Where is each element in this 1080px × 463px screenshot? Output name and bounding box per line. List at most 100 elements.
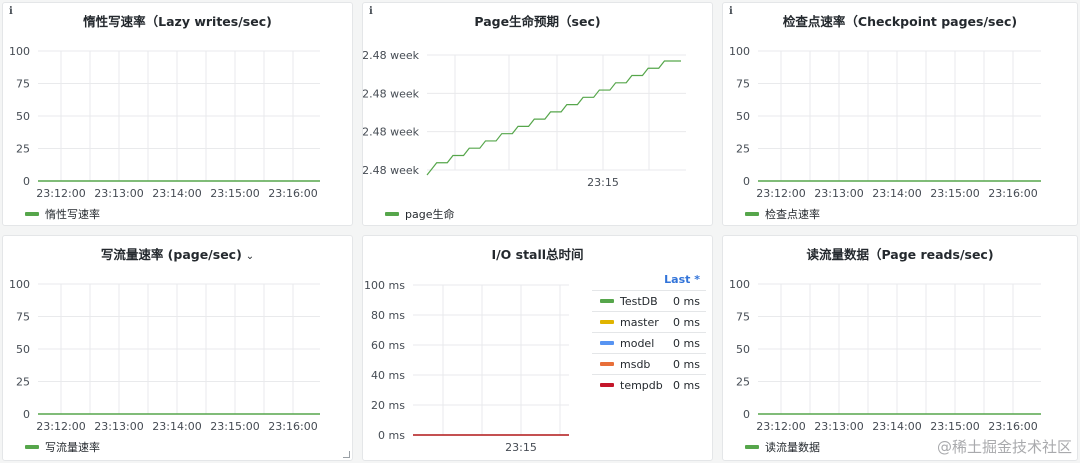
x-tick-label: 23:16:00 (268, 187, 317, 200)
series-name: TestDB (620, 294, 658, 308)
series-name: master (620, 315, 659, 329)
x-tick-label: 23:15:00 (210, 420, 259, 433)
panel-title[interactable]: 检查点速率（Checkpoint pages/sec) (782, 14, 1018, 29)
x-tick-label: 23:12:00 (36, 187, 85, 200)
y-tick-label: 50 (736, 343, 750, 356)
chevron-down-icon[interactable]: ⌄ (245, 251, 255, 262)
panel-title[interactable]: 惰性写速率（Lazy writes/sec) (83, 14, 272, 29)
x-tick-label: 23:15 (505, 441, 537, 454)
legend-item[interactable]: 读流量数据 (745, 439, 820, 455)
series-value: 0 ms (673, 357, 700, 371)
lazy-writes-chart: 100 75 50 25 0 23:12:00 23:13:00 23:14:00 23:15:… (9, 45, 320, 200)
page-reads-chart: 100 75 50 25 0 23:12:00 23:13:00 23:14:00 23:15:… (729, 278, 1041, 433)
x-tick-label: 23:16:00 (988, 187, 1037, 200)
legend-swatch (385, 212, 399, 216)
y-tick-label: 75 (16, 311, 30, 324)
y-tick-label: 2.48 week (363, 49, 420, 62)
info-icon[interactable]: i (729, 6, 733, 17)
legend-label: page生命 (405, 208, 455, 221)
y-tick-label: 50 (736, 110, 750, 123)
series-value: 0 ms (673, 378, 700, 392)
y-tick-label: 25 (16, 143, 30, 156)
info-icon[interactable]: i (369, 6, 373, 17)
x-tick-label: 23:14:00 (872, 420, 921, 433)
legend-table-row[interactable]: TestDB 0 ms (592, 290, 706, 311)
series-value: 0 ms (673, 336, 700, 350)
y-tick-label: 100 (9, 278, 30, 291)
y-tick-label: 75 (736, 78, 750, 91)
y-tick-label: 100 (729, 45, 750, 58)
legend-table-row[interactable]: master 0 ms (592, 311, 706, 332)
x-tick-label: 23:13:00 (814, 187, 863, 200)
info-icon[interactable]: i (9, 6, 13, 17)
y-tick-label: 20 ms (371, 399, 405, 412)
y-tick-label: 25 (16, 376, 30, 389)
legend-swatch (745, 445, 759, 449)
x-tick-label: 23:15:00 (930, 420, 979, 433)
legend-table-row[interactable]: msdb 0 ms (592, 353, 706, 374)
page-life-chart: 2.48 week 2.48 week 2.48 week 2.48 week 23:1… (363, 49, 686, 189)
legend-item[interactable]: page生命 (385, 206, 454, 222)
panel-lazy-writes: i 惰性写速率（Lazy writes/sec) 100 75 50 25 0 23:12… (2, 2, 353, 226)
legend-item[interactable]: 检查点速率 (745, 206, 820, 222)
panel-title[interactable]: I/O stall总时间 (491, 247, 584, 262)
legend-swatch (600, 362, 614, 366)
y-tick-label: 2.48 week (363, 164, 420, 177)
legend-table-row[interactable]: model 0 ms (592, 332, 706, 353)
series-value: 0 ms (673, 294, 700, 308)
x-tick-label: 23:12:00 (756, 420, 805, 433)
y-tick-label: 25 (736, 143, 750, 156)
legend-table-header[interactable]: Last * (664, 273, 700, 286)
y-tick-label: 50 (16, 343, 30, 356)
legend-label: 惰性写速率 (45, 208, 100, 221)
watermark: @稀土掘金技术社区 (936, 438, 1072, 456)
y-tick-label: 2.48 week (363, 87, 420, 100)
panel-page-reads: 读流量数据（Page reads/sec) 100 75 50 25 0 23:12:00… (722, 235, 1078, 461)
y-tick-label: 2.48 week (363, 126, 420, 139)
y-tick-label: 100 (9, 45, 30, 58)
x-tick-label: 23:16:00 (268, 420, 317, 433)
legend-item[interactable]: 写流量速率 (25, 439, 100, 455)
x-tick-label: 23:13:00 (94, 187, 143, 200)
x-tick-label: 23:12:00 (36, 420, 85, 433)
x-tick-label: 23:15:00 (930, 187, 979, 200)
y-tick-label: 0 (743, 175, 750, 188)
y-tick-label: 40 ms (371, 369, 405, 382)
io-stall-chart: 100 ms 80 ms 60 ms 40 ms 20 ms 0 ms 23:15 (364, 279, 569, 454)
y-tick-label: 100 (729, 278, 750, 291)
y-tick-label: 80 ms (371, 309, 405, 322)
legend-swatch (600, 299, 614, 303)
panel-title-text: 写流量速率 (page/sec) (100, 247, 242, 262)
y-tick-label: 75 (736, 311, 750, 324)
legend-swatch (25, 445, 39, 449)
legend-label: 读流量数据 (765, 441, 820, 454)
y-tick-label: 50 (16, 110, 30, 123)
y-tick-label: 0 ms (378, 429, 405, 442)
x-tick-label: 23:12:00 (756, 187, 805, 200)
x-tick-label: 23:15:00 (210, 187, 259, 200)
legend-swatch (600, 341, 614, 345)
legend-item[interactable]: 惰性写速率 (25, 206, 100, 222)
series-name: tempdb (620, 378, 663, 392)
legend-swatch (600, 383, 614, 387)
legend-swatch (745, 212, 759, 216)
x-tick-label: 23:16:00 (988, 420, 1037, 433)
y-tick-label: 100 ms (364, 279, 405, 292)
checkpoint-chart: 100 75 50 25 0 23:12:00 23:13:00 23:14:00 23:15:… (729, 45, 1041, 200)
panel-title[interactable]: Page生命预期（sec) (474, 14, 601, 29)
x-tick-label: 23:13:00 (94, 420, 143, 433)
legend-swatch (600, 320, 614, 324)
panel-title[interactable]: 读流量数据（Page reads/sec) (806, 247, 994, 262)
series-value: 0 ms (673, 315, 700, 329)
x-tick-label: 23:13:00 (814, 420, 863, 433)
legend-table: Last * TestDB 0 ms master 0 ms model 0 m… (592, 270, 706, 395)
x-tick-label: 23:14:00 (152, 420, 201, 433)
legend-table-row[interactable]: tempdb 0 ms (592, 374, 706, 395)
resize-handle[interactable] (343, 451, 350, 458)
series-name: model (620, 336, 655, 350)
y-tick-label: 75 (16, 78, 30, 91)
panel-io-stall: I/O stall总时间 100 ms 80 ms 60 ms 40 ms 20 ms 0… (362, 235, 713, 461)
y-tick-label: 60 ms (371, 339, 405, 352)
x-tick-label: 23:14:00 (152, 187, 201, 200)
panel-title[interactable]: 写流量速率 (page/sec) ⌄ (3, 244, 352, 263)
